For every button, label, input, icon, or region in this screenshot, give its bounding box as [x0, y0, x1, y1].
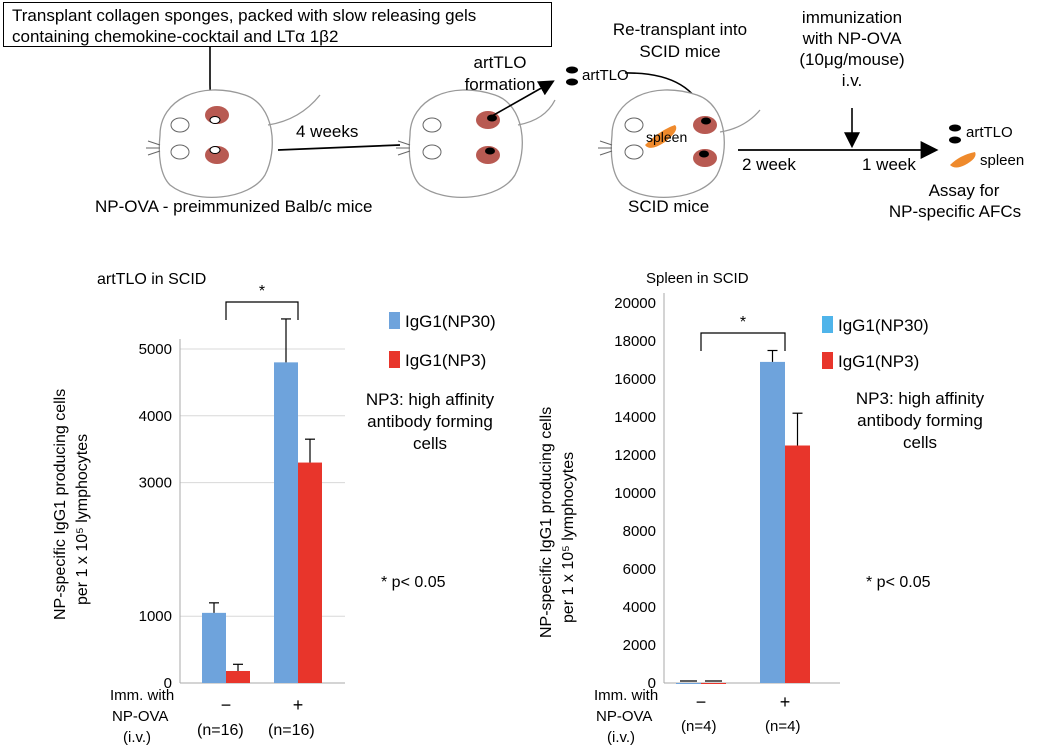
chart1-ytick-label: 5000: [139, 341, 172, 358]
chart2-ylabel-2: per 1 x 10⁵ lymphocytes: [560, 451, 577, 623]
chart2-n-label-minus: (n=4): [681, 718, 717, 735]
chart1-bar-np3: [298, 462, 322, 683]
assay-label-2: NP-specific AFCs: [888, 202, 1022, 221]
artTLO-formation-label-1: artTLO: [473, 53, 527, 72]
chart2-note-1: NP3: high affinity: [855, 389, 985, 408]
chart1-pvalue-note: * p< 0.05: [381, 574, 446, 591]
chart1-legend-np3: IgG1(NP3): [405, 351, 487, 370]
chart2-xlabel-2: NP-OVA: [596, 708, 653, 725]
two-week-label: 2 week: [742, 155, 796, 174]
chart1-title: artTLO in SCID: [97, 271, 207, 288]
output-spleen-label: spleen: [980, 152, 1025, 169]
chart2-bar-np30: [760, 361, 785, 683]
chart1-bar-np30: [202, 612, 226, 683]
retransplant-label-2: SCID mice: [639, 42, 721, 61]
four-weeks-label: 4 weeks: [296, 122, 359, 141]
chart2-ytick-label: 6000: [623, 561, 656, 578]
chart1-ytick-label: 1000: [139, 608, 172, 625]
artTLO-arrow: [491, 80, 555, 117]
chart1-legend-swatch-np3: [389, 351, 400, 368]
chart1-note-3: cells: [412, 434, 447, 453]
chart1-note-2: antibody forming: [367, 412, 493, 431]
callout-line-2: containing chemokine-cocktail and LTα 1β…: [12, 27, 339, 46]
chart2-xlabel-1: Imm. with: [594, 687, 659, 704]
chart2-bar-np3: [701, 683, 726, 684]
immunization-label-3: (10μg/mouse): [799, 50, 905, 69]
chart1-note-1: NP3: high affinity: [365, 390, 495, 409]
chart2-note-3: cells: [902, 433, 937, 452]
chart2-ytick-label: 12000: [614, 447, 656, 464]
chart2-category-label: −: [696, 692, 707, 712]
chart1-significance-star: *: [259, 283, 265, 300]
chart2-ylabel-1: NP-specific IgG1 producing cells: [538, 406, 555, 638]
immunization-label-2: with NP-OVA: [802, 29, 902, 48]
chart2-n-label-plus: (n=4): [765, 718, 801, 735]
chart1-n-label-minus: (n=16): [197, 722, 244, 739]
immunization-label-4: i.v.: [841, 71, 863, 90]
artTLO-formation-label-2: formation: [464, 75, 536, 94]
one-week-label: 1 week: [862, 155, 916, 174]
chart2-legend-np3: IgG1(NP3): [838, 352, 920, 371]
spleen-tag: spleen: [646, 129, 688, 145]
chart2-ytick-label: 14000: [614, 409, 656, 426]
chart1-legend-np30: IgG1(NP30): [405, 312, 496, 331]
chart1-xlabel-1: Imm. with: [110, 687, 175, 704]
donor-mice-label: NP-OVA - preimmunized Balb/c mice: [95, 197, 373, 216]
donor-mouse: [146, 89, 321, 198]
chart2-significance-bracket: [700, 332, 786, 351]
chart2-category-label: +: [780, 692, 791, 712]
chart1-legend-swatch-np30: [389, 312, 400, 329]
chart1-xlabel-2: NP-OVA: [112, 708, 169, 725]
chart2-ytick-label: 16000: [614, 371, 656, 388]
chart2-ytick-label: 10000: [614, 485, 656, 502]
chart2-ytick-label: 20000: [614, 295, 656, 312]
callout-line-1: Transplant collagen sponges, packed with…: [12, 6, 477, 25]
chart2-pvalue-note: * p< 0.05: [866, 574, 931, 591]
chart1-category-label: +: [293, 695, 304, 715]
assay-label-1: Assay for: [928, 181, 1000, 200]
retransplant-label-1: Re-transplant into: [612, 20, 748, 39]
chart2-legend-swatch-np30: [822, 316, 833, 333]
chart1-bar-np3: [226, 670, 250, 683]
chart2-ytick-label: 4000: [623, 599, 656, 616]
chart1-ytick-label: 0: [164, 675, 172, 692]
scid-mice-label: SCID mice: [628, 197, 710, 216]
chart2-bar-np3: [785, 445, 810, 683]
protocol-callout-box: Transplant collagen sponges, packed with…: [3, 2, 552, 47]
chart2-ytick-label: 0: [648, 675, 656, 692]
chart2-bar-np30: [676, 683, 701, 684]
chart2-ytick-label: 8000: [623, 523, 656, 540]
chart1-ytick-label: 4000: [139, 408, 172, 425]
chart2-legend-np30: IgG1(NP30): [838, 316, 929, 335]
artTLO-mouse: [396, 89, 556, 198]
output-artTLO-label: artTLO: [966, 124, 1013, 141]
chart2-note-2: antibody forming: [857, 411, 983, 430]
chart1-n-label-plus: (n=16): [268, 722, 315, 739]
chart2-significance-star: *: [740, 314, 746, 331]
chart1-significance-bracket: [225, 301, 299, 320]
immunization-label-1: immunization: [801, 8, 903, 27]
chart2-xlabel-3: (i.v.): [607, 729, 636, 746]
scid-mouse: [598, 89, 761, 198]
chart2-ytick-label: 2000: [623, 637, 656, 654]
chart1-bar-np30: [274, 362, 298, 683]
chart2-ytick-label: 18000: [614, 333, 656, 350]
chart2-title: Spleen in SCID: [646, 270, 749, 287]
chart1-xlabel-3: (i.v.): [123, 729, 152, 746]
artTLO-tag: artTLO: [582, 67, 629, 84]
chart2-legend-swatch-np3: [822, 352, 833, 369]
chart1-ytick-label: 3000: [139, 475, 172, 492]
chart1-category-label: −: [221, 695, 232, 715]
